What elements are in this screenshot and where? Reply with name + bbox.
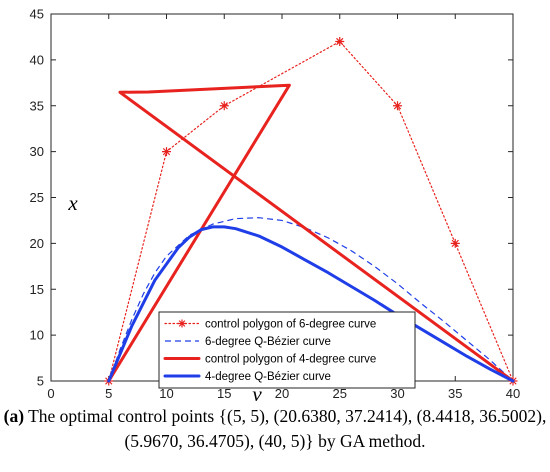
q-bezier-4-series (107, 225, 515, 383)
y-axis-label: x (67, 191, 78, 215)
control-polygon-6-point (335, 37, 345, 47)
control-polygon-4-line (107, 83, 515, 383)
figure-caption: (a) The optimal control points {(5, 5), … (0, 404, 550, 454)
y-tick-label: 40 (30, 52, 44, 67)
x-tick-label: 30 (390, 386, 404, 401)
y-tick-label: 10 (30, 328, 44, 343)
x-tick-label: 25 (333, 386, 347, 401)
q-bezier-6-line (108, 217, 514, 382)
y-tick-label: 35 (30, 98, 44, 113)
y-tick-label: 45 (30, 7, 44, 22)
legend-marker-control-polygon-6 (178, 319, 186, 328)
y-tick-label: 25 (30, 190, 44, 205)
x-tick-label: 35 (448, 386, 462, 401)
series-layer (104, 37, 518, 386)
caption-tag: (a) (3, 406, 25, 426)
y-tick-label: 15 (30, 282, 44, 297)
x-tick-label: 15 (217, 386, 231, 401)
x-tick-label: 10 (159, 386, 173, 401)
control-polygon-6-point (393, 101, 402, 111)
legend: control polygon of 6-degree curve 6-degre… (158, 311, 416, 389)
control-polygon-4-series (107, 83, 515, 383)
x-tick-label: 20 (275, 386, 289, 401)
x-tick-label: 5 (105, 386, 112, 401)
legend-label-q-bezier-4: 4-degree Q-Bézier curve (205, 371, 331, 383)
legend-label-control-polygon-4: control polygon of 4-degree curve (205, 354, 376, 366)
q-bezier-4-line (107, 225, 515, 383)
control-polygon-6-point (162, 147, 171, 157)
legend-label-control-polygon-6: control polygon of 6-degree curve (205, 319, 376, 331)
y-tick-label: 30 (30, 144, 44, 159)
x-tick-label: 40 (506, 386, 520, 401)
control-polygon-6-point (219, 101, 229, 111)
legend-label-q-bezier-6: 6-degree Q-Bézier curve (205, 336, 331, 348)
x-tick-label: 0 (47, 386, 54, 401)
q-bezier-6-series (108, 217, 514, 382)
x-axis-label: v (252, 382, 262, 404)
control-polygon-6-point (450, 238, 460, 248)
y-tick-label: 5 (37, 374, 44, 389)
y-tick-label: 20 (30, 236, 44, 251)
legend-box (158, 311, 416, 389)
caption-text: The optimal control points {(5, 5), (20.… (28, 406, 547, 451)
